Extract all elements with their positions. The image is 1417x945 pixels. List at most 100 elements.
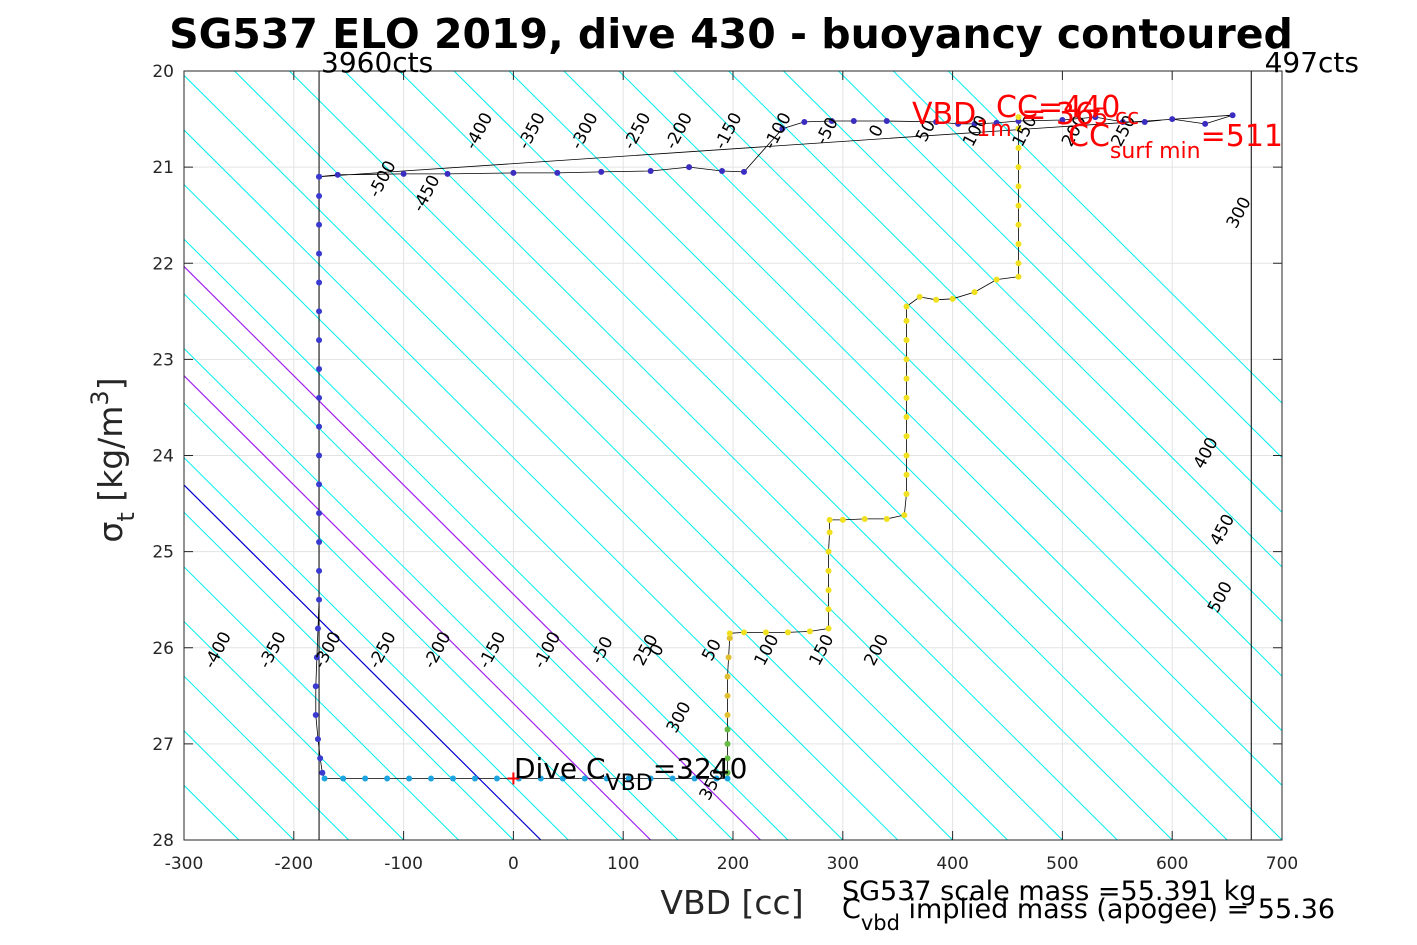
- contour-label-top-10: 0: [865, 122, 888, 141]
- cc-surf-sub: surf min: [1110, 139, 1201, 164]
- point-descent: [316, 452, 323, 459]
- key-line-magenta-2: [184, 265, 761, 840]
- point-climb-mid: [725, 654, 732, 661]
- contour-label-right-2: 450: [1206, 511, 1239, 549]
- top-label-right: 497cts: [1265, 46, 1359, 79]
- point-bottom: [321, 775, 328, 782]
- point-climb-high: [1015, 202, 1022, 209]
- contour-label-top-6: -200: [661, 109, 697, 152]
- point-climb-high: [903, 337, 910, 344]
- point-bottom: [669, 775, 676, 782]
- point-bottom: [647, 775, 654, 782]
- x-tick-label-1: -200: [275, 854, 314, 874]
- contour-label-top-3: -350: [514, 109, 550, 152]
- contour-line: [184, 675, 350, 840]
- point-climb-high: [825, 548, 832, 555]
- top-label-left: 3960cts: [321, 46, 433, 79]
- key-line-blue: [184, 484, 542, 840]
- point-surface-descent: [647, 167, 654, 174]
- y-tick-label-0: 20: [152, 62, 174, 82]
- y-tick-label-2: 22: [152, 254, 174, 274]
- contour-line: [398, 71, 1173, 840]
- point-climb-mid: [726, 635, 733, 642]
- point-climb-high: [825, 587, 832, 594]
- contour-label-top-2: -400: [461, 109, 497, 152]
- point-climb-high: [1015, 260, 1022, 267]
- point-surface-descent: [850, 117, 857, 124]
- point-climb-low: [724, 755, 731, 762]
- point-climb-high: [916, 293, 923, 300]
- x-axis-label: VBD [cc]: [660, 883, 803, 922]
- point-climb-high: [762, 629, 769, 636]
- point-descent: [316, 567, 323, 574]
- chart-title: SG537 ELO 2019, dive 430 - buoyancy cont…: [169, 10, 1293, 58]
- point-climb-high: [933, 296, 940, 303]
- vbd-1m-mid: = 36: [1012, 97, 1094, 132]
- footer-scale-mass: SG537 scale mass =55.391 kg: [842, 876, 1256, 907]
- point-surface-descent: [1119, 118, 1126, 125]
- y-tick-label-1: 21: [152, 158, 174, 178]
- x-tick-label-7: 400: [936, 854, 968, 874]
- point-surface-descent: [883, 117, 890, 124]
- x-tick-label-4: 100: [607, 854, 639, 874]
- point-climb-high: [1015, 273, 1022, 280]
- contour-line: [508, 71, 1282, 840]
- point-climb-high: [903, 394, 910, 401]
- contour-line: [184, 511, 514, 840]
- point-descent: [316, 423, 323, 430]
- point-climb-high: [883, 515, 890, 522]
- contour-label-top-0: -500: [365, 157, 401, 200]
- point-surface-descent: [1092, 114, 1099, 121]
- point-bottom: [724, 775, 731, 782]
- contour-line: [184, 183, 844, 840]
- point-surface-descent: [1169, 116, 1176, 123]
- point-surface-descent: [554, 169, 561, 176]
- y-axis-sup: 3: [86, 390, 114, 405]
- point-climb-high: [903, 303, 910, 310]
- x-tick-label-5: 200: [717, 854, 749, 874]
- point-climb-high: [1015, 221, 1022, 228]
- x-tick-label-8: 500: [1046, 854, 1078, 874]
- footer-implied-mass: Cvbd implied mass (apogee) = 55.36: [842, 894, 1335, 935]
- point-bottom: [581, 775, 588, 782]
- point-climb-high: [903, 490, 910, 497]
- point-descent: [313, 654, 320, 661]
- point-climb-low: [724, 769, 731, 776]
- point-climb-high: [1015, 114, 1022, 121]
- point-climb-high: [1015, 144, 1022, 151]
- y-tick-label-5: 25: [152, 543, 174, 563]
- contour-line: [184, 293, 734, 840]
- point-climb-high: [949, 295, 956, 302]
- point-bottom: [603, 775, 610, 782]
- plot-area: -400 -350 -300 -250 -200 -150 -100 -50 0 50 100 150…: [183, 70, 1283, 841]
- contour-line: [728, 71, 1282, 623]
- dive-cvbd-pre: Dive C: [514, 752, 606, 785]
- trajectory-line: [315, 114, 1233, 779]
- point-climb-low: [724, 740, 731, 747]
- y-axis-symbol: σ: [91, 522, 130, 543]
- footer-implied-post: implied mass (apogee) = 55.36: [900, 894, 1335, 925]
- point-descent: [312, 712, 319, 719]
- point-bottom: [559, 775, 566, 782]
- footer-implied-pre: C: [842, 894, 861, 925]
- point-climb-high: [903, 433, 910, 440]
- contour-label-bottom-12: 200: [860, 631, 893, 669]
- contour-line: [184, 402, 624, 840]
- y-axis-close: ]: [91, 377, 130, 390]
- point-climb-mid: [724, 692, 731, 699]
- point-descent: [316, 192, 323, 199]
- point-surface-descent: [334, 171, 341, 178]
- cc-surf-post: =511: [1201, 119, 1283, 154]
- point-surface-descent: [444, 170, 451, 177]
- contour-label-right-1: 400: [1190, 434, 1223, 472]
- point-climb-high: [784, 629, 791, 636]
- contour-label-bottom-3: -250: [365, 628, 401, 671]
- point-climb-mid: [724, 673, 731, 680]
- point-surface-descent: [1059, 117, 1066, 124]
- point-climb-high: [825, 625, 832, 632]
- point-descent: [316, 173, 323, 180]
- point-surface-descent: [740, 168, 747, 175]
- dive-cvbd-label: Dive CVBD=3240: [514, 752, 747, 796]
- y-tick-label-4: 24: [152, 447, 174, 467]
